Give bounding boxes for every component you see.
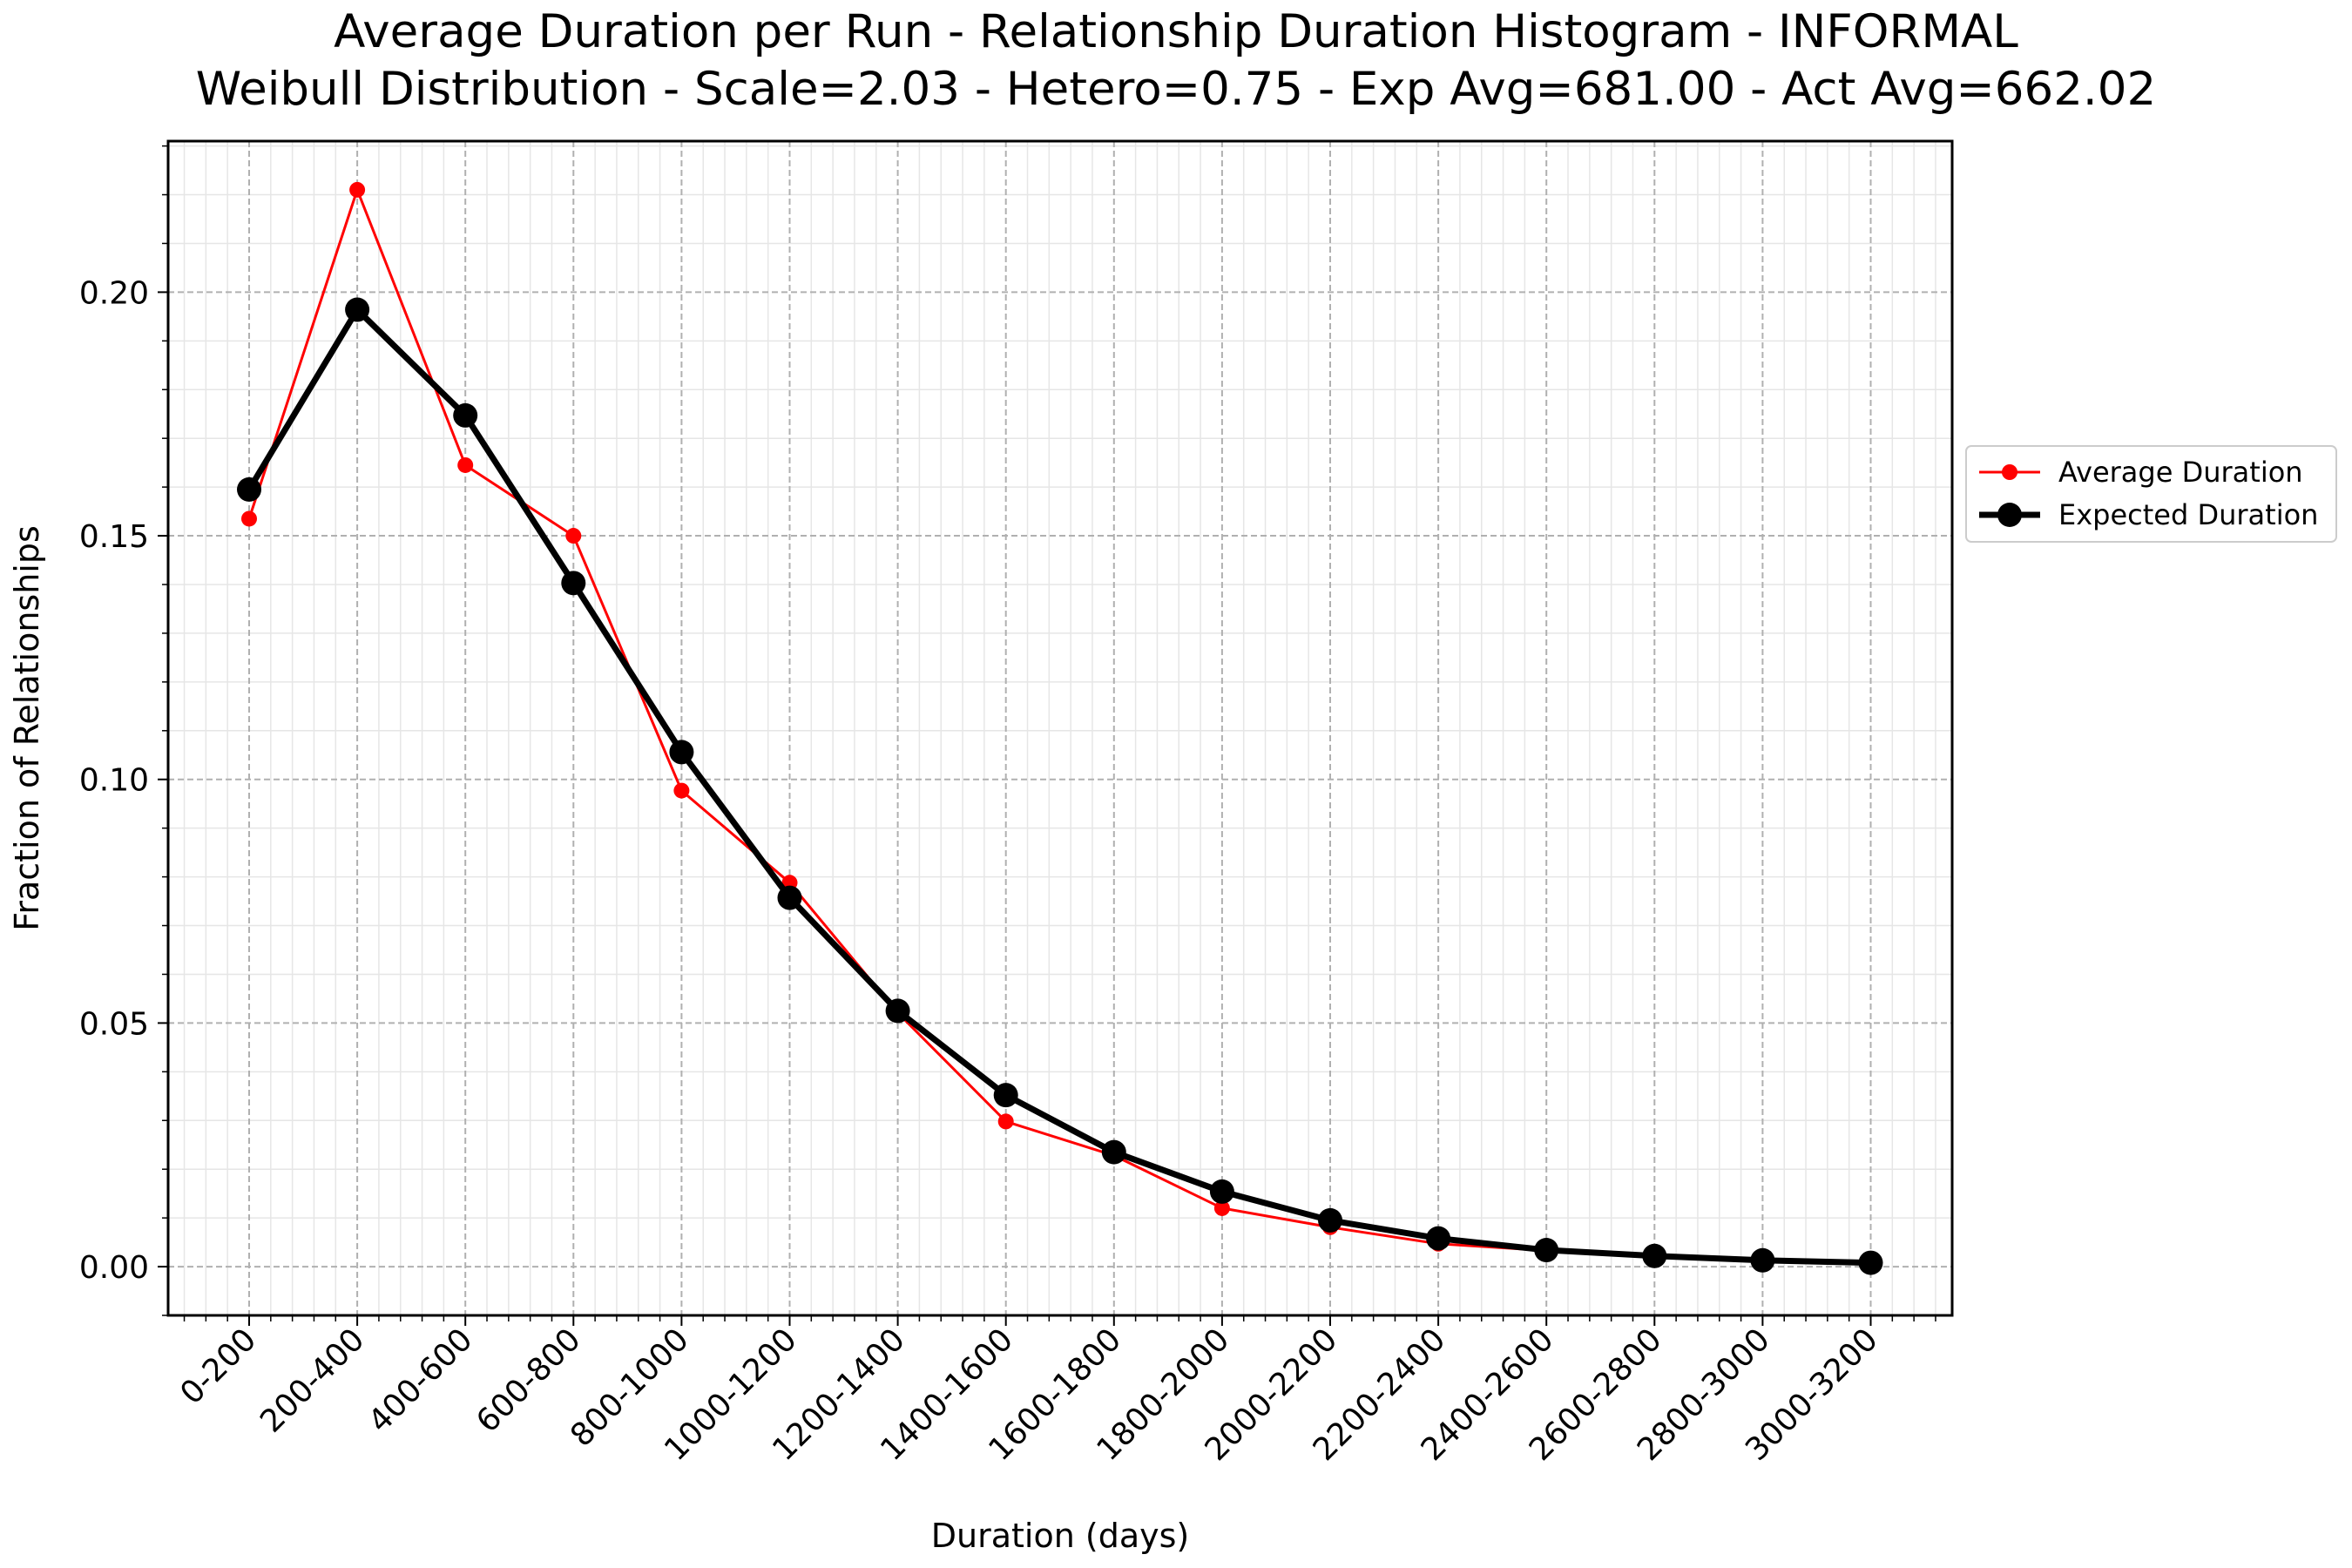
average-duration-point (457, 456, 474, 473)
expected-duration-line (247, 307, 1871, 1267)
expected-duration-point (885, 998, 910, 1024)
expected-duration-point (777, 885, 802, 910)
legend: Average Duration Expected Duration (1965, 445, 2337, 543)
average-duration-point (349, 181, 366, 198)
expected-duration-point (1318, 1207, 1342, 1233)
expected-duration-point (1426, 1226, 1451, 1251)
y-tick-label: 0.15 (79, 519, 149, 555)
expected-duration-point (1534, 1238, 1559, 1263)
expected-duration-point (1209, 1179, 1234, 1204)
expected-duration-point (993, 1083, 1018, 1108)
y-tick-label: 0.05 (79, 1006, 149, 1042)
expected-duration-point (561, 571, 586, 596)
expected-duration-point (345, 297, 370, 322)
expected-duration-point (237, 476, 261, 502)
chart-subtitle: Weibull Distribution - Scale=2.03 - Hete… (196, 63, 2156, 116)
expected-duration-point (1858, 1250, 1883, 1275)
legend-box (1965, 445, 2337, 543)
expected-duration-point (1750, 1247, 1775, 1273)
series-layer (237, 181, 1883, 1275)
y-tick-label: 0.00 (79, 1250, 149, 1286)
plot-area-frame (166, 139, 1954, 1317)
x-axis-label: Duration (days) (931, 1517, 1189, 1555)
average-duration-point (241, 510, 257, 527)
legend-average-duration-label: Average Duration (2058, 456, 2303, 489)
average-duration-point (1213, 1200, 1230, 1216)
y-tick-label: 0.10 (79, 763, 149, 799)
average-duration-point (997, 1113, 1014, 1130)
average-duration-point (565, 528, 582, 544)
chart-title: Average Duration per Run - Relationship … (334, 5, 2018, 58)
legend-expected-duration-marker (1997, 503, 2022, 527)
expected-duration-point (1101, 1139, 1126, 1165)
expected-duration-point (669, 740, 694, 765)
y-tick-label: 0.20 (79, 275, 149, 311)
legend-expected-duration-label: Expected Duration (2058, 498, 2318, 531)
expected-duration-point (1642, 1243, 1667, 1268)
expected-duration-point (453, 402, 478, 428)
y-axis-label: Fraction of Relationships (8, 525, 46, 931)
legend-average-duration-marker (2002, 464, 2017, 480)
average-duration-point (673, 782, 690, 799)
